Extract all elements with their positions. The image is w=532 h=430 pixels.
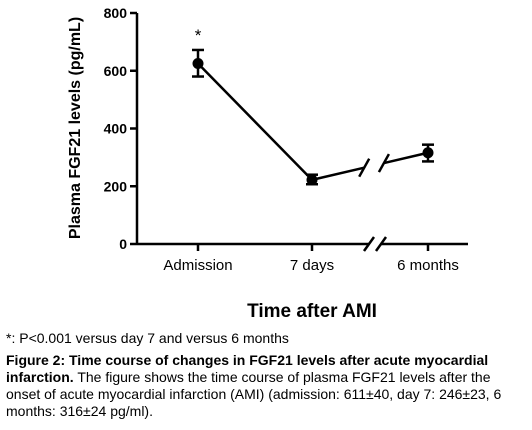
fgf21-line-chart: 0 200 400 600 800 Admission 7 days 6 months * P… [67,5,468,322]
x-axis-title: Time after AMI [247,301,377,322]
y-axis-title: Plasma FGF21 levels (pg/mL) [67,17,84,239]
y-tick-label: 200 [104,178,128,194]
y-tick-label: 400 [104,121,128,137]
data-point [306,174,318,186]
x-tick-label: Admission [163,257,232,274]
chart-marks: * [192,26,434,186]
x-tick-label: 7 days [290,257,334,274]
x-axis-break-mark [374,236,388,252]
chart-axes: 0 200 400 600 800 Admission 7 days 6 months [104,5,468,274]
caption-text: The figure shows the time course of plas… [6,369,502,419]
significance-asterisk: * [195,26,202,45]
x-tick-label: 6 months [397,257,459,274]
caption-label: Figure 2: Time course of changes in FGF2… [6,352,489,385]
significance-footnote: *: P<0.001 versus day 7 and versus 6 mon… [6,330,289,346]
figure-caption: Figure 2: Time course of changes in FGF2… [6,352,528,420]
y-tick-label: 0 [119,236,127,252]
x-axis-break-mark [362,236,376,252]
series-line-segment [197,62,313,181]
series-break-mark [358,158,371,178]
series-break-mark [377,153,391,173]
y-tick-label: 600 [104,63,128,79]
data-point [192,58,204,70]
series-line-segment [383,151,429,165]
series-line-segment [311,166,365,182]
data-point [422,147,434,159]
y-tick-label: 800 [104,5,128,21]
